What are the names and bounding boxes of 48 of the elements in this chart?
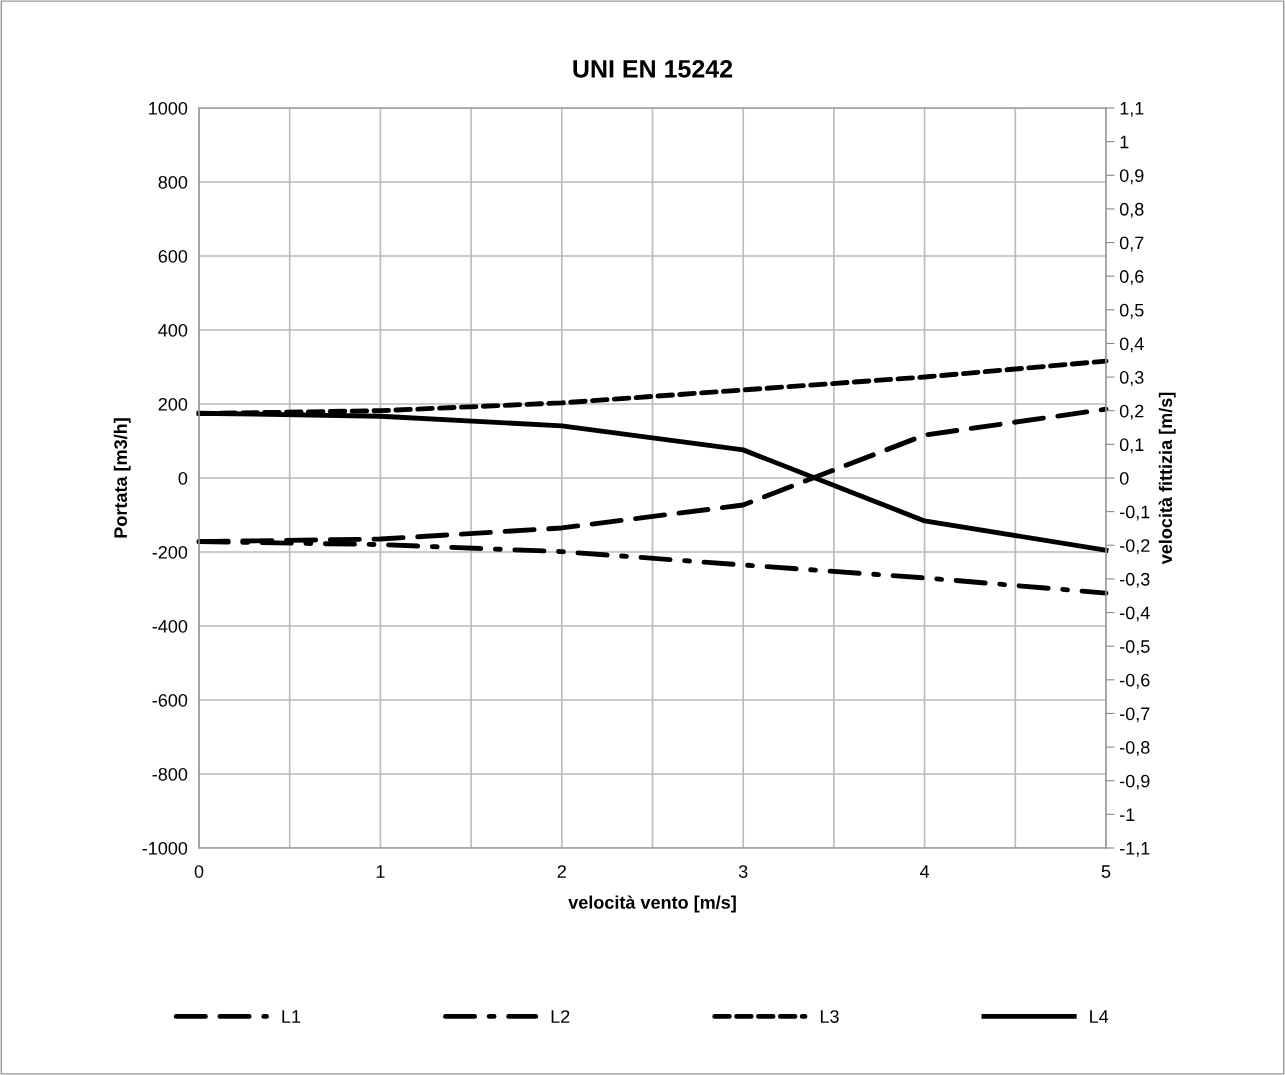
y2-tick-label: 0,7 xyxy=(1119,236,1144,252)
y2-tick-label: -0,2 xyxy=(1120,539,1150,555)
y-tick-label: 400 xyxy=(158,323,188,337)
y-tick-label: -1000 xyxy=(142,841,188,855)
y-tick-label: -600 xyxy=(152,693,188,707)
x-tick-label: 1 xyxy=(376,865,385,878)
y2-tick-label: -0,4 xyxy=(1120,606,1150,622)
legend-label: L4 xyxy=(1090,1010,1109,1023)
y-tick-label: 1000 xyxy=(149,101,188,115)
y2-tick-label: 1,1 xyxy=(1120,102,1144,117)
y2-tick-label: 0,3 xyxy=(1119,371,1144,386)
x-axis-title: velocità vento [m/s] xyxy=(568,895,736,913)
legend-label: L2 xyxy=(551,1010,570,1023)
x-tick-label: 5 xyxy=(1101,865,1111,878)
y2-tick-label: 0,2 xyxy=(1119,404,1144,420)
y2-tick-label: -1 xyxy=(1120,808,1135,821)
y-tick-label: 0 xyxy=(178,471,188,485)
x-tick-label: 2 xyxy=(557,865,566,878)
x-tick-label: 0 xyxy=(194,865,204,878)
y2-tick-label: 1 xyxy=(1120,135,1129,149)
y2-tick-label: -0,7 xyxy=(1120,707,1150,723)
y-tick-label: -200 xyxy=(152,545,188,559)
y2-axis-title: velocità fittizia [m/s] xyxy=(1158,392,1176,565)
y2-tick-label: -0,3 xyxy=(1120,572,1150,588)
y-tick-label: -800 xyxy=(152,767,188,781)
y2-tick-label: 0 xyxy=(1119,471,1129,485)
y2-tick-label: -0,9 xyxy=(1120,774,1150,790)
y-tick-label: -400 xyxy=(152,619,188,633)
y-tick-label: 600 xyxy=(158,249,188,263)
legend-label: L1 xyxy=(282,1010,301,1023)
y2-tick-label: -0,1 xyxy=(1120,505,1150,521)
y-tick-label: 200 xyxy=(158,397,188,411)
y2-tick-label: 0,5 xyxy=(1119,303,1144,319)
y2-tick-label: 0,1 xyxy=(1119,438,1144,454)
y2-tick-label: -0,8 xyxy=(1120,741,1150,756)
y2-tick-label: -1,1 xyxy=(1120,842,1150,857)
x-tick-label: 3 xyxy=(738,865,748,878)
y2-tick-label: 0,9 xyxy=(1119,169,1144,185)
chart-title: UNI EN 15242 xyxy=(573,59,733,78)
y2-tick-label: -0,6 xyxy=(1120,673,1150,689)
legend-label: L3 xyxy=(820,1010,839,1023)
y2-tick-label: -0,5 xyxy=(1120,640,1150,656)
y-axis-title: Portata [m3/h] xyxy=(113,418,131,538)
y-tick-label: 800 xyxy=(158,175,188,189)
y2-tick-label: 0,6 xyxy=(1119,270,1144,286)
y2-tick-label: 0,8 xyxy=(1119,202,1144,218)
x-tick-label: 4 xyxy=(919,865,930,878)
y2-tick-label: 0,4 xyxy=(1119,337,1144,353)
